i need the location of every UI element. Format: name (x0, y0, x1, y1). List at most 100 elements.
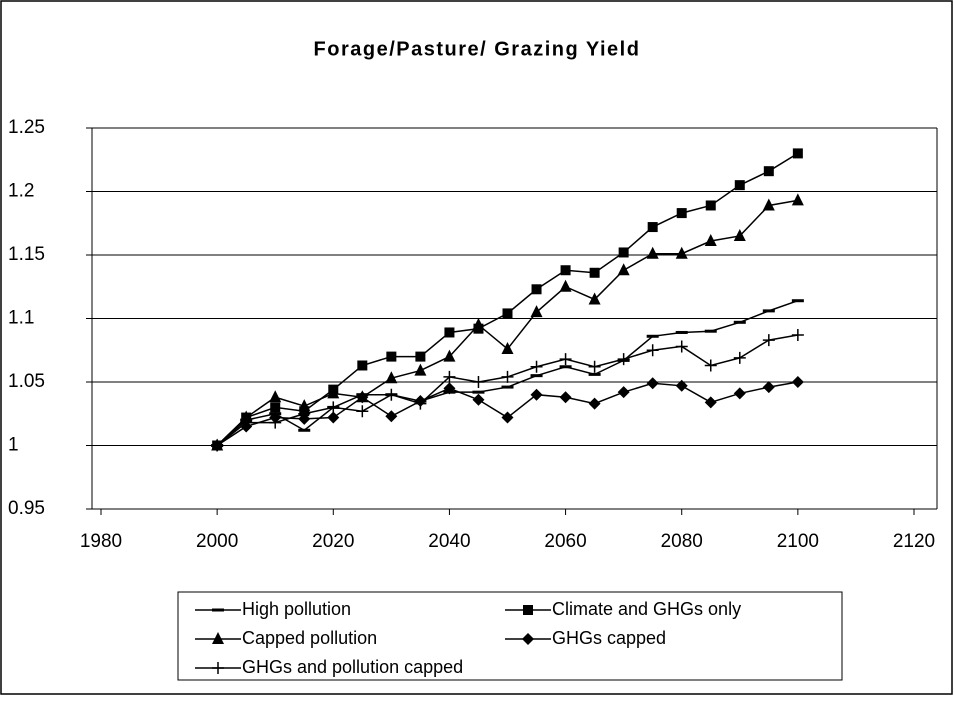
point-marker (530, 374, 543, 378)
point-marker (270, 402, 281, 413)
point-marker (327, 411, 340, 424)
point-marker (240, 416, 253, 429)
point-marker (734, 180, 745, 191)
point-marker (443, 349, 456, 362)
point-marker (588, 397, 601, 410)
point-marker (269, 390, 282, 403)
point-marker (415, 351, 426, 362)
point-marker (676, 208, 687, 219)
point-marker (617, 353, 630, 366)
point-marker (675, 330, 688, 334)
legend-label: High pollution (242, 599, 351, 619)
point-marker (733, 387, 746, 400)
point-marker (763, 166, 774, 177)
point-marker (762, 309, 775, 313)
point-marker (733, 351, 746, 364)
point-marker (531, 284, 542, 295)
point-marker (646, 334, 659, 338)
point-marker (588, 292, 601, 305)
x-tick-label: 1980 (80, 531, 122, 552)
point-marker (472, 317, 485, 330)
point-marker (559, 391, 572, 404)
point-marker (472, 376, 485, 388)
y-tick-label: 1.05 (8, 371, 45, 392)
point-marker (414, 363, 427, 376)
point-marker (588, 360, 601, 373)
point-marker (502, 308, 513, 319)
point-marker (501, 385, 514, 389)
point-marker (385, 410, 398, 423)
legend-label: GHGs and pollution capped (242, 657, 463, 677)
point-marker (298, 407, 311, 420)
point-marker (385, 388, 398, 401)
point-marker (298, 399, 311, 412)
x-tick-label: 2040 (428, 531, 470, 552)
point-marker (269, 416, 282, 429)
point-marker (617, 263, 630, 276)
point-marker (501, 411, 514, 424)
point-marker (414, 397, 427, 410)
point-marker (762, 334, 775, 347)
point-marker (357, 360, 368, 371)
point-marker (646, 344, 659, 357)
point-marker (386, 351, 397, 362)
point-marker (791, 376, 804, 388)
point-marker (530, 305, 543, 318)
point-marker (443, 370, 456, 383)
y-tick-label: 0.95 (8, 498, 45, 519)
point-marker (559, 279, 572, 292)
point-marker (618, 247, 629, 258)
point-marker (733, 320, 746, 324)
legend-marker (212, 662, 224, 674)
point-marker (762, 198, 775, 211)
point-marker (704, 234, 717, 247)
point-marker (675, 379, 688, 392)
point-marker (733, 228, 746, 241)
point-marker (327, 386, 340, 399)
point-marker (675, 340, 688, 353)
legend-marker (212, 608, 224, 612)
x-tick-label: 2020 (312, 531, 354, 552)
point-marker (617, 386, 630, 399)
point-marker (444, 327, 455, 338)
point-marker (559, 353, 572, 366)
legend-label: Capped pollution (242, 628, 377, 648)
point-marker (530, 360, 543, 373)
point-marker (589, 267, 600, 278)
point-marker (588, 372, 601, 376)
point-marker (791, 193, 804, 206)
chart-title: Forage/Pasture/ Grazing Yield (314, 38, 641, 60)
point-marker (356, 391, 369, 404)
point-marker (560, 265, 571, 276)
point-marker (704, 396, 717, 409)
point-marker (704, 359, 717, 372)
point-marker (501, 370, 514, 383)
legend-marker (522, 633, 534, 645)
x-tick-label: 2100 (777, 531, 819, 552)
point-marker (675, 246, 688, 259)
point-marker (646, 246, 659, 259)
point-marker (705, 200, 716, 211)
point-marker (501, 341, 514, 354)
point-marker (327, 401, 340, 414)
point-marker (792, 148, 803, 159)
y-tick-label: 1.25 (8, 117, 45, 138)
legend-box (177, 591, 843, 681)
x-tick-label: 2120 (893, 531, 935, 552)
point-marker (647, 222, 658, 233)
point-marker (791, 329, 804, 342)
point-marker (559, 365, 572, 369)
x-tick-label: 2060 (544, 531, 586, 552)
x-tick-label: 2080 (661, 531, 703, 552)
point-marker (472, 393, 485, 406)
y-tick-label: 1.1 (8, 308, 34, 329)
point-marker (240, 410, 253, 423)
legend-label: Climate and GHGs only (552, 599, 741, 619)
legend-marker (212, 632, 224, 644)
point-marker (762, 381, 775, 394)
legend-label: GHGs capped (552, 628, 666, 648)
point-marker (472, 390, 485, 394)
point-marker (443, 382, 456, 395)
